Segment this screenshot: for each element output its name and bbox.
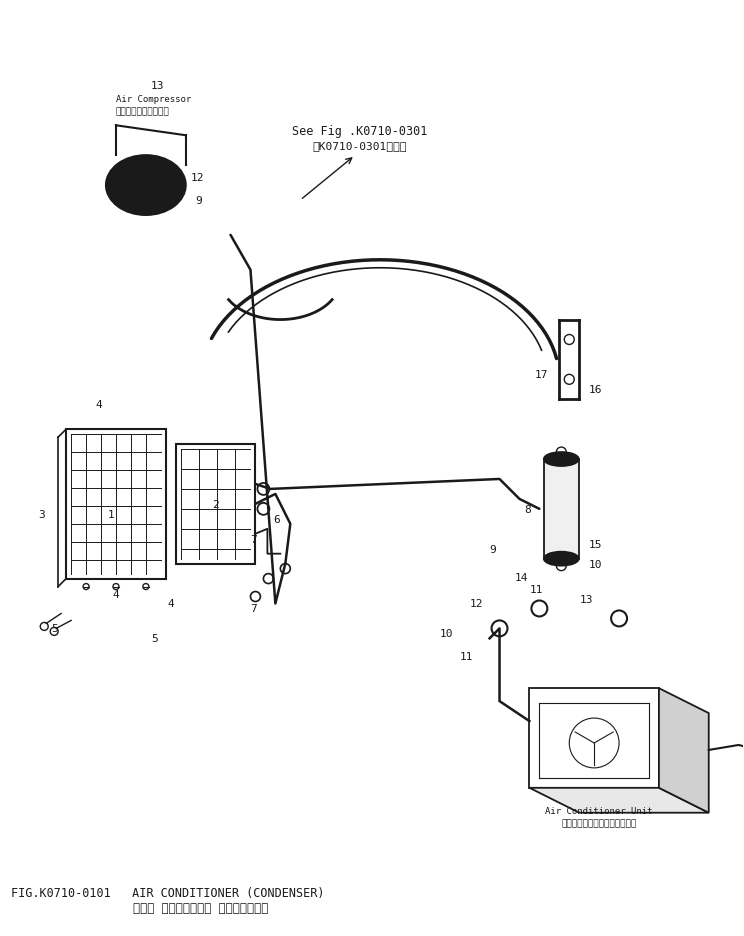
Ellipse shape (106, 156, 186, 215)
Text: 15: 15 (589, 539, 603, 549)
Ellipse shape (544, 552, 579, 566)
Polygon shape (530, 788, 709, 812)
Text: 5: 5 (151, 634, 158, 644)
Text: 8: 8 (525, 505, 531, 514)
Text: 9: 9 (490, 544, 496, 554)
Text: エアー コンディショナ （コンデンサ）: エアー コンディショナ （コンデンサ） (133, 900, 269, 914)
Text: 12: 12 (190, 173, 204, 183)
Text: 13: 13 (580, 593, 593, 604)
Text: FIG.K0710-0101   AIR CONDITIONER (CONDENSER): FIG.K0710-0101 AIR CONDITIONER (CONDENSE… (11, 886, 325, 899)
Text: エアーコンディショナユニット: エアーコンディショナユニット (562, 818, 637, 827)
Text: 10: 10 (440, 629, 453, 638)
Text: 16: 16 (589, 385, 603, 395)
Text: See Fig .K0710-0301: See Fig .K0710-0301 (292, 124, 428, 138)
Text: 2: 2 (212, 499, 219, 509)
Text: 11: 11 (460, 651, 473, 662)
Text: エアーコンプレッサ・: エアーコンプレッサ・ (116, 107, 170, 116)
Ellipse shape (544, 453, 579, 466)
Text: Air Conditioner Unit: Air Conditioner Unit (545, 806, 653, 815)
Text: 9: 9 (196, 196, 202, 206)
Text: 12: 12 (469, 599, 483, 608)
Text: 4: 4 (96, 400, 103, 410)
Text: 1: 1 (108, 509, 115, 519)
Text: 17: 17 (534, 370, 548, 380)
Text: 10: 10 (589, 559, 603, 569)
Text: 4: 4 (112, 589, 119, 599)
Text: 13: 13 (151, 81, 164, 92)
Polygon shape (545, 460, 580, 559)
Text: 4: 4 (167, 599, 174, 608)
Text: Air Compressor: Air Compressor (116, 95, 191, 104)
Text: 14: 14 (514, 572, 528, 582)
Text: 7: 7 (251, 534, 257, 544)
Text: 第K0710-0301図参照: 第K0710-0301図参照 (312, 141, 407, 151)
Text: 6: 6 (273, 514, 280, 524)
Polygon shape (659, 689, 709, 812)
Text: 5: 5 (51, 623, 58, 634)
Text: 11: 11 (530, 584, 543, 594)
Text: 3: 3 (38, 509, 45, 519)
Text: 7: 7 (251, 604, 257, 614)
